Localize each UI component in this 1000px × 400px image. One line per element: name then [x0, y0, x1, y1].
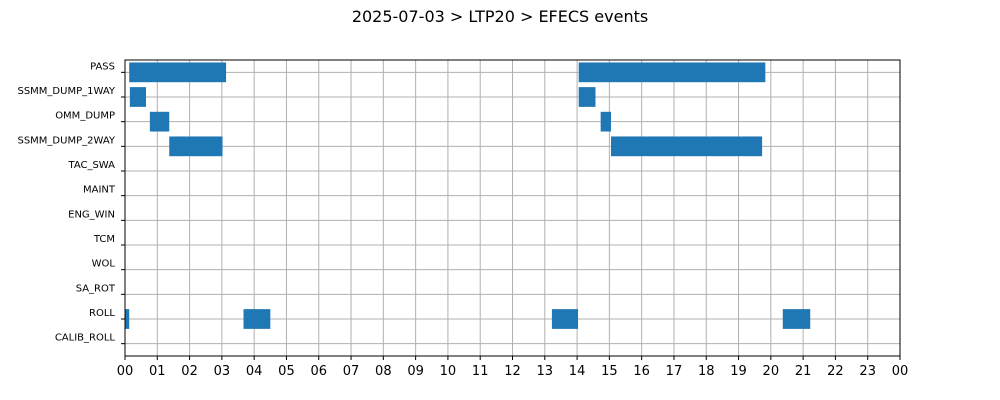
x-tick-label: 08: [375, 364, 392, 379]
y-tick-label: PASS: [90, 61, 115, 72]
x-tick-label: 05: [278, 364, 295, 379]
y-tick-label: OMM_DUMP: [55, 111, 115, 122]
x-tick-label: 07: [343, 364, 360, 379]
x-tick-label: 06: [310, 364, 327, 379]
x-tick-label: 00: [892, 364, 909, 379]
event-bar-roll: [551, 309, 579, 329]
y-tick-label: SSMM_DUMP_1WAY: [17, 86, 115, 97]
x-tick-label: 02: [181, 364, 198, 379]
y-tick-label: SSMM_DUMP_2WAY: [17, 135, 115, 146]
event-bars: [125, 62, 811, 329]
y-tick-label: CALIB_ROLL: [55, 333, 116, 344]
y-tick-label: ROLL: [89, 308, 115, 319]
x-tick-label: 03: [214, 364, 231, 379]
y-axis: PASS SSMM_DUMP_1WAY OMM_DUMP SSMM_DUMP_2WAY…: [17, 61, 125, 345]
event-bar-ssmm-dump-1way: [578, 87, 596, 107]
y-tick-label: TAC_SWA: [67, 160, 115, 171]
x-tick-label: 00: [117, 364, 134, 379]
event-bar-pass: [129, 62, 227, 83]
x-tick-label: 09: [407, 364, 424, 379]
y-tick-label: TCM: [93, 234, 115, 245]
event-bar-roll: [243, 309, 271, 329]
y-tick-label: MAINT: [83, 185, 116, 196]
event-bar-ssmm-dump-1way: [129, 87, 146, 107]
x-tick-label: 04: [246, 364, 263, 379]
y-tick-label: ENG_WIN: [68, 209, 115, 220]
x-tick-label: 20: [763, 364, 780, 379]
x-tick-label: 12: [504, 364, 521, 379]
x-tick-label: 22: [827, 364, 844, 379]
x-tick-label: 14: [569, 364, 586, 379]
x-tick-label: 23: [859, 364, 876, 379]
x-tick-label: 01: [149, 364, 166, 379]
event-bar-ssmm-dump-2way: [610, 136, 763, 157]
x-tick-label: 21: [795, 364, 812, 379]
x-tick-label: 17: [666, 364, 683, 379]
x-tick-label: 19: [730, 364, 747, 379]
x-tick-label: 15: [601, 364, 618, 379]
x-tick-label: 13: [537, 364, 554, 379]
y-tick-label: WOL: [92, 259, 116, 270]
event-bar-pass: [578, 62, 766, 83]
event-bar-roll: [782, 309, 811, 329]
x-tick-label: 16: [633, 364, 650, 379]
event-bar-roll: [125, 309, 130, 329]
x-tick-label: 10: [440, 364, 457, 379]
chart-title: 2025-07-03 > LTP20 > EFECS events: [352, 7, 648, 26]
event-bar-ssmm-dump-2way: [169, 136, 223, 157]
x-axis: 00 01 02 03 04 05 06 07 08 09 10 11 12 13 14 15 16 17 18 19…: [117, 356, 909, 379]
event-bar-omm-dump: [149, 111, 170, 132]
y-tick-label: SA_ROT: [76, 283, 116, 294]
x-tick-label: 11: [472, 364, 489, 379]
event-bar-omm-dump: [600, 111, 611, 132]
x-tick-label: 18: [698, 364, 715, 379]
